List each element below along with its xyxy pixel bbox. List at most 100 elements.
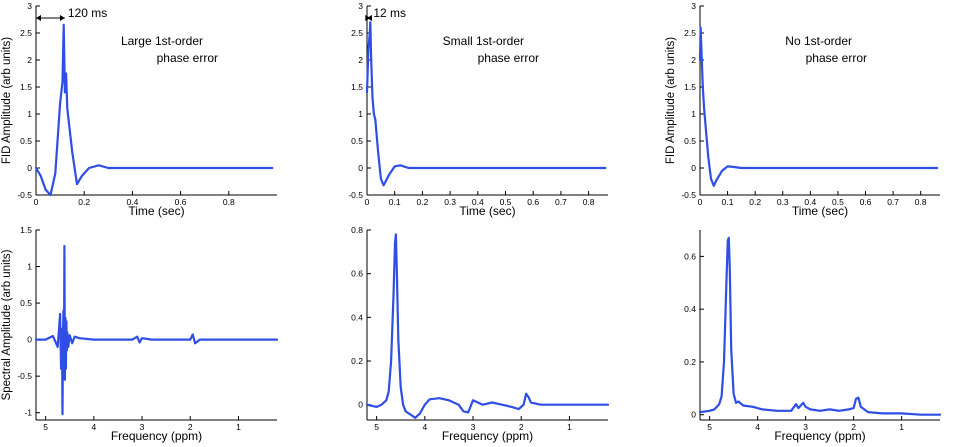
marker-arrowhead — [365, 15, 371, 21]
y-tick-label: 0 — [691, 163, 696, 173]
x-tick-label: 0 — [698, 197, 703, 207]
x-axis-label: Frequency (ppm) — [111, 429, 202, 443]
x-tick-label: 0.1 — [389, 197, 401, 207]
x-axis-label: Time (sec) — [128, 204, 184, 218]
y-tick-label: 2.5 — [20, 28, 32, 38]
panel-annotation: Small 1st-order — [443, 34, 524, 48]
y-tick-label: 1.5 — [20, 82, 32, 92]
y-tick-label: 0.5 — [351, 136, 363, 146]
y-tick-label: 2.5 — [351, 28, 363, 38]
y-axis-label: FID Amplitude (arb units) — [665, 37, 677, 164]
x-tick-label: 2 — [851, 422, 856, 432]
y-tick-label: -1 — [24, 408, 32, 418]
panel-annotation: Large 1st-order — [121, 34, 203, 48]
y-tick-label: 0.5 — [20, 136, 32, 146]
x-tick-label: 3 — [140, 422, 145, 432]
y-tick-label: 1 — [358, 109, 363, 119]
x-tick-label: 2 — [519, 422, 524, 432]
chart-panel-bottom-1: 5 4 3 2 1 0 0.2 0.4 0.6 0.8 Frequency (ppm) — [351, 225, 610, 443]
x-tick-label: 0.5 — [832, 197, 844, 207]
x-tick-label: 1 — [567, 422, 572, 432]
x-tick-label: 0.6 — [175, 197, 187, 207]
x-tick-label: 1 — [236, 422, 241, 432]
y-tick-label: 3 — [27, 1, 32, 11]
y-tick-label: -0.5 — [681, 190, 696, 200]
y-tick-label: 1 — [691, 109, 696, 119]
series-line — [698, 26, 939, 187]
x-tick-label: 0.4 — [126, 197, 138, 207]
chart-panel-top-1: 0 0.1 0.2 0.3 0.4 0.5 0.6 0.7 0.8-0.500.511.522.… — [348, 1, 608, 218]
x-axis-label: Time (sec) — [459, 204, 515, 218]
y-tick-label: 0 — [358, 163, 363, 173]
x-tick-label: 0.2 — [78, 197, 90, 207]
y-tick-label: 0.8 — [351, 225, 363, 235]
y-tick-label: 1.5 — [20, 225, 32, 235]
panel-annotation: phase error — [157, 51, 218, 65]
y-tick-label: 2 — [691, 55, 696, 65]
y-tick-label: 0 — [27, 163, 32, 173]
series-line — [698, 236, 942, 416]
marker-label: 120 ms — [68, 6, 107, 20]
y-tick-label: 3 — [358, 1, 363, 11]
panel-annotation: phase error — [478, 51, 539, 65]
y-tick-label: 1 — [27, 262, 32, 272]
chart-panel-bottom-2: 5 4 3 2 1 0 0.2 0.4 0.6 Frequency (ppm) — [684, 230, 942, 443]
y-tick-label: 0.6 — [351, 269, 363, 279]
marker-arrowhead — [59, 15, 65, 21]
y-tick-label: 1 — [27, 109, 32, 119]
x-tick-label: 1 — [899, 422, 904, 432]
y-tick-label: 2 — [358, 55, 363, 65]
y-axis-label: Spectral Amplitude (arb units) — [1, 249, 13, 400]
y-tick-label: 2 — [27, 55, 32, 65]
x-tick-label: 0 — [34, 197, 39, 207]
y-tick-label: 0.5 — [20, 298, 32, 308]
x-tick-label: 0.2 — [416, 197, 428, 207]
x-tick-label: 5 — [43, 422, 48, 432]
panel-annotation: phase error — [806, 51, 867, 65]
y-tick-label: -0.5 — [17, 190, 32, 200]
series-line — [365, 21, 607, 187]
y-tick-label: 0.4 — [351, 312, 363, 322]
x-tick-label: 0.2 — [749, 197, 761, 207]
marker-label: 12 ms — [373, 6, 406, 20]
x-axis-label: Time (sec) — [792, 204, 848, 218]
x-tick-label: 0.5 — [500, 197, 512, 207]
x-tick-label: 0.4 — [804, 197, 816, 207]
series-line — [34, 23, 274, 197]
x-tick-label: 5 — [707, 422, 712, 432]
marker-arrowhead — [36, 15, 41, 21]
x-tick-label: 0.8 — [223, 197, 235, 207]
x-tick-label: 3 — [803, 422, 808, 432]
panel-annotation: No 1st-order — [785, 34, 852, 48]
y-axis-label: FID Amplitude (arb units) — [1, 37, 13, 164]
y-tick-label: 0 — [358, 400, 363, 410]
x-tick-label: 0.8 — [583, 197, 595, 207]
x-tick-label: 3 — [471, 422, 476, 432]
x-tick-label: 0.1 — [722, 197, 734, 207]
x-tick-label: 0.6 — [860, 197, 872, 207]
y-tick-label: -0.5 — [348, 190, 363, 200]
series-line — [365, 233, 610, 419]
x-tick-label: 4 — [755, 422, 760, 432]
x-tick-label: 0.3 — [444, 197, 456, 207]
x-tick-label: 0 — [365, 197, 370, 207]
chart-panel-bottom-0: 5 4 3 2 1 -1 -0.5 0 0.5 1 1.5 Frequency (ppm) Spectr… — [1, 225, 279, 443]
series-line — [34, 245, 279, 416]
y-tick-label: 0.2 — [684, 357, 696, 367]
x-tick-label: 0.8 — [915, 197, 927, 207]
x-tick-label: 5 — [374, 422, 379, 432]
x-axis-label: Frequency (ppm) — [442, 429, 533, 443]
y-tick-label: 0 — [691, 410, 696, 420]
x-axis-label: Frequency (ppm) — [774, 429, 865, 443]
y-tick-label: 0.4 — [684, 304, 696, 314]
y-tick-label: 0 — [27, 335, 32, 345]
y-tick-label: 0.2 — [351, 356, 363, 366]
y-tick-label: 3 — [691, 1, 696, 11]
y-tick-label: 1.5 — [351, 82, 363, 92]
x-tick-label: 4 — [422, 422, 427, 432]
y-tick-label: 0.5 — [684, 136, 696, 146]
y-tick-label: 0.6 — [684, 251, 696, 261]
x-tick-label: 0.6 — [527, 197, 539, 207]
y-tick-label: 1.5 — [684, 82, 696, 92]
